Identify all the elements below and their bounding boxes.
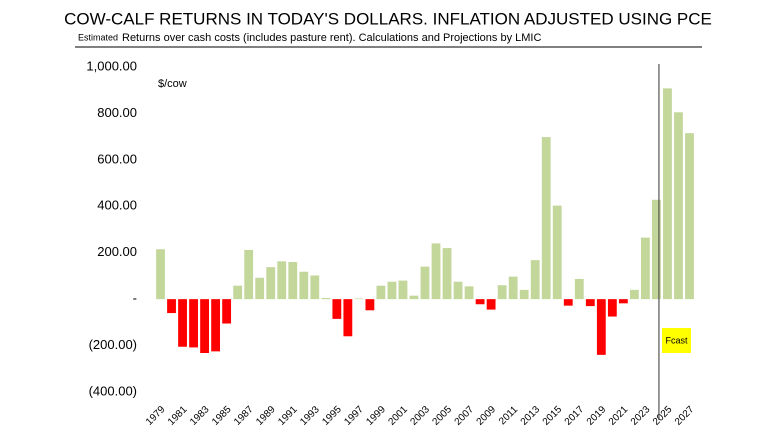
bar — [266, 267, 276, 300]
y-tick-label: 200.00 — [97, 244, 137, 259]
x-tick-label: 2023 — [629, 404, 653, 428]
bar — [409, 295, 419, 300]
bar — [189, 299, 198, 348]
bar — [167, 299, 176, 314]
bar — [585, 299, 595, 307]
bar — [541, 137, 551, 300]
x-tick-label: 2025 — [651, 404, 675, 428]
x-tick-label: 2019 — [585, 404, 609, 428]
x-tick-label: 1991 — [276, 404, 300, 428]
bar — [376, 285, 386, 300]
y-tick-label: - — [133, 291, 137, 306]
x-tick-label: 2027 — [673, 404, 697, 428]
chart-title: COW-CALF RETURNS IN TODAY'S DOLLARS. INF… — [64, 9, 712, 28]
bar — [519, 289, 529, 300]
bar — [563, 299, 573, 306]
y-unit-label: $/cow — [158, 78, 187, 90]
x-tick-label: 1995 — [320, 404, 344, 428]
bar — [420, 266, 430, 300]
x-tick-label: 1985 — [210, 404, 234, 428]
y-tick-label: (200.00) — [89, 337, 137, 352]
bar — [288, 262, 298, 300]
bar — [431, 243, 441, 300]
bar — [641, 237, 650, 300]
bar — [629, 289, 639, 300]
x-tick-label: 2001 — [386, 404, 410, 428]
bar — [398, 280, 408, 300]
bar — [685, 133, 694, 300]
x-tick-label: 1999 — [364, 404, 388, 428]
subtitle: Returns over cash costs (includes pastur… — [122, 32, 541, 44]
bar — [233, 285, 243, 300]
x-tick-label: 2009 — [475, 404, 499, 428]
bar — [618, 299, 628, 304]
x-tick-label: 2007 — [453, 404, 477, 428]
bar — [674, 112, 683, 300]
y-tick-label: 600.00 — [97, 151, 137, 166]
bar — [607, 299, 617, 317]
x-tick-label: 2015 — [541, 404, 565, 428]
y-tick-label: 1,000.00 — [86, 58, 137, 73]
bar — [453, 281, 463, 300]
bar — [255, 277, 265, 300]
bar — [387, 281, 397, 300]
x-tick-label: 2003 — [408, 404, 432, 428]
bar — [464, 286, 474, 300]
bar — [277, 261, 287, 300]
bar — [497, 285, 507, 300]
bar — [211, 299, 221, 352]
bar — [663, 88, 672, 300]
bar — [365, 299, 375, 311]
x-tick-label: 2011 — [497, 404, 520, 427]
x-tick-label: 1979 — [144, 404, 168, 428]
bar — [200, 299, 209, 353]
bar — [299, 271, 309, 300]
y-tick-label: 800.00 — [97, 105, 137, 120]
bar — [354, 298, 364, 300]
bar — [178, 299, 187, 347]
bar — [596, 299, 606, 355]
x-tick-label: 1981 — [166, 404, 190, 428]
bar — [244, 249, 254, 300]
bar — [508, 276, 518, 300]
bar — [486, 299, 496, 310]
x-tick-label: 2005 — [431, 404, 455, 428]
bar — [574, 278, 584, 300]
bar — [552, 205, 562, 300]
bar — [442, 248, 452, 300]
x-tick-label: 1987 — [232, 404, 256, 428]
bar — [222, 299, 232, 324]
x-tick-label: 1993 — [298, 404, 322, 428]
bar — [475, 299, 485, 305]
bar — [156, 249, 165, 300]
x-tick-label: 1989 — [254, 404, 278, 428]
x-tick-label: 1997 — [342, 404, 366, 428]
bar — [310, 275, 320, 300]
bar — [332, 299, 342, 319]
subtitle-prefix: Estimated — [78, 32, 118, 42]
bar — [321, 297, 331, 300]
annotation: Fcast — [665, 335, 688, 345]
x-tick-label: 2017 — [563, 404, 587, 428]
x-tick-label: 1983 — [188, 404, 212, 428]
x-tick-label: 2013 — [519, 404, 543, 428]
bar — [652, 199, 661, 300]
x-tick-label: 2021 — [607, 404, 631, 428]
bar — [343, 299, 353, 337]
y-tick-label: (400.00) — [89, 383, 137, 398]
annotation-box — [662, 328, 691, 353]
bar — [530, 260, 540, 300]
y-tick-label: 400.00 — [97, 198, 137, 213]
